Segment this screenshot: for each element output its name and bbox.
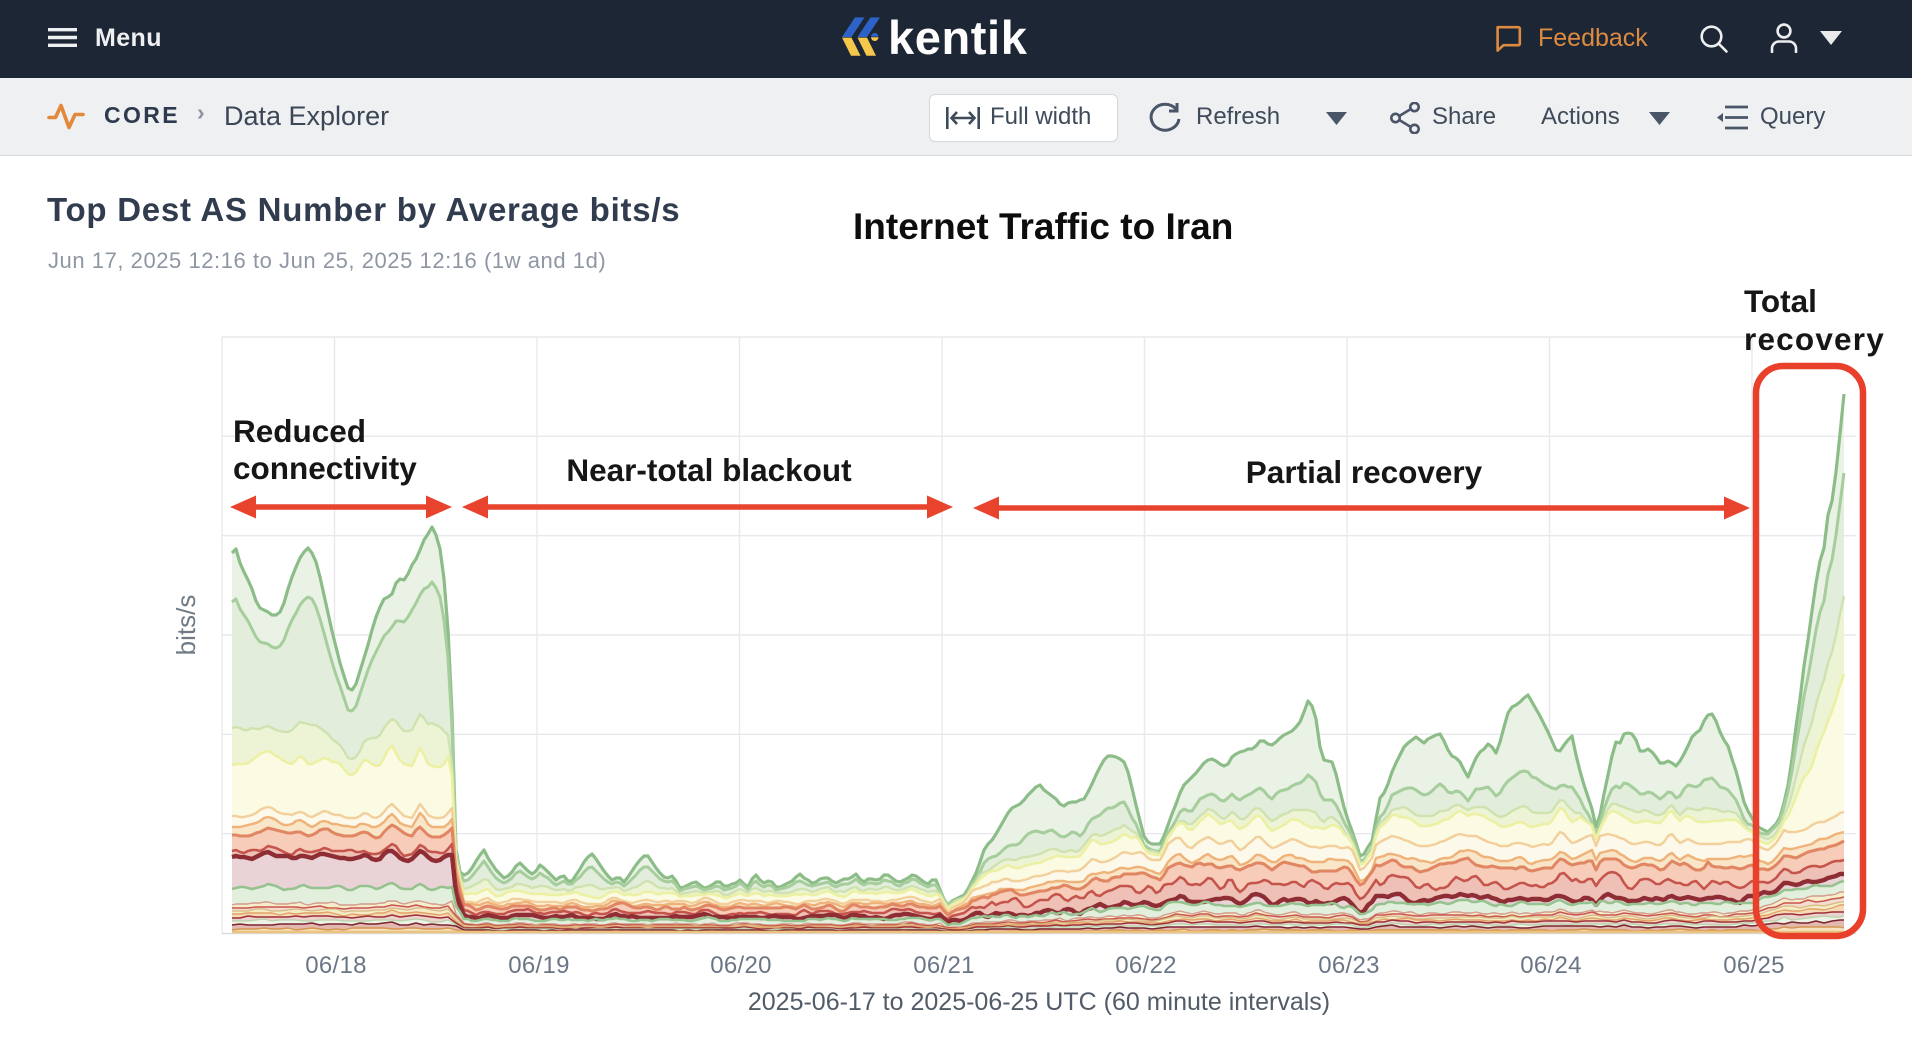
svg-text:recovery: recovery: [1744, 321, 1885, 357]
svg-text:06/18: 06/18: [305, 952, 367, 979]
svg-text:06/19: 06/19: [508, 952, 570, 979]
svg-text:Near-total blackout: Near-total blackout: [566, 452, 852, 488]
svg-text:06/24: 06/24: [1520, 952, 1582, 979]
svg-text:Total: Total: [1744, 283, 1817, 319]
svg-text:06/25: 06/25: [1723, 952, 1785, 979]
svg-text:connectivity: connectivity: [233, 450, 417, 486]
svg-text:2025-06-17 to 2025-06-25 UTC (: 2025-06-17 to 2025-06-25 UTC (60 minute …: [748, 988, 1330, 1016]
svg-text:06/20: 06/20: [710, 952, 772, 979]
svg-text:bits/s: bits/s: [171, 595, 201, 656]
svg-text:Partial recovery: Partial recovery: [1246, 454, 1483, 490]
svg-text:06/22: 06/22: [1115, 952, 1177, 979]
svg-text:06/23: 06/23: [1318, 952, 1380, 979]
svg-text:Reduced: Reduced: [233, 413, 366, 449]
svg-text:06/21: 06/21: [913, 952, 975, 979]
